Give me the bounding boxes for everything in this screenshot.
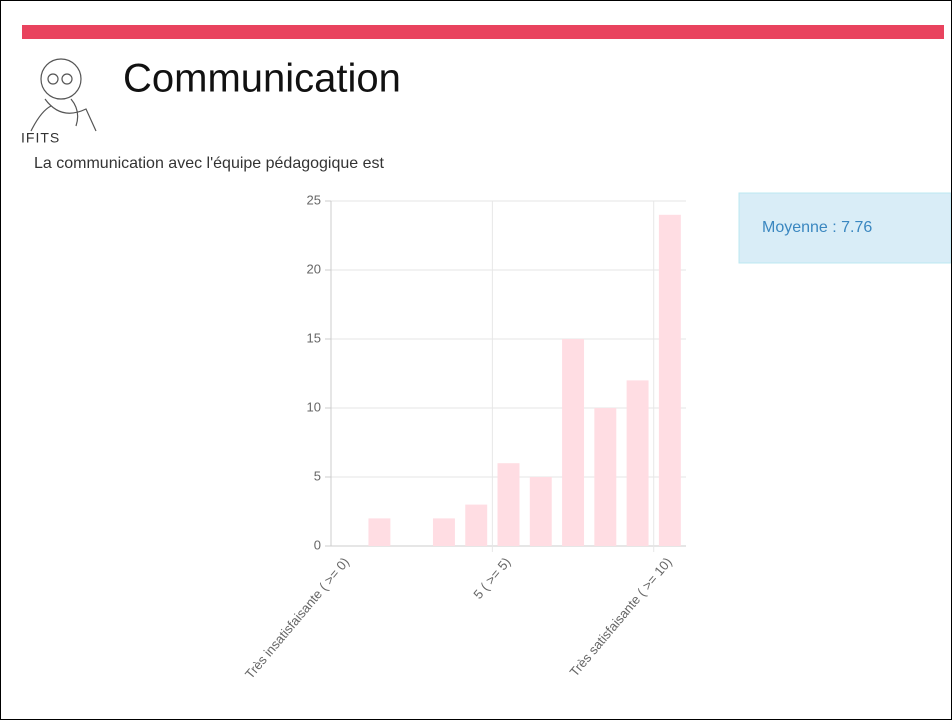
y-tick-label: 10 (307, 399, 321, 414)
bar (497, 463, 520, 546)
y-tick-label: 25 (307, 192, 321, 207)
bar (432, 518, 455, 546)
x-tick-label: Très satisfaisante ( >= 10) (567, 554, 675, 679)
top-bar (22, 25, 944, 39)
bar (626, 380, 649, 546)
bar (594, 408, 617, 546)
bar (368, 518, 391, 546)
x-tick-label: Très insatisfaisante ( >= 0) (242, 554, 352, 681)
bar (529, 477, 552, 546)
bar (465, 504, 488, 546)
bar (658, 214, 681, 547)
y-tick-label: 0 (314, 537, 321, 552)
y-tick-label: 5 (314, 468, 321, 483)
slide-title: Communication (123, 57, 401, 101)
y-tick-label: 15 (307, 330, 321, 345)
logo-text: IFITS (21, 130, 60, 146)
summary-text: Moyenne : 7.76 (762, 219, 872, 236)
bar (562, 339, 585, 546)
logo (30, 58, 97, 132)
summary-box (738, 192, 951, 264)
question: La communication avec l'équipe pédagogiq… (34, 155, 385, 172)
x-tick-label: 5 ( >= 5) (470, 554, 513, 601)
y-tick-label: 20 (307, 261, 321, 276)
